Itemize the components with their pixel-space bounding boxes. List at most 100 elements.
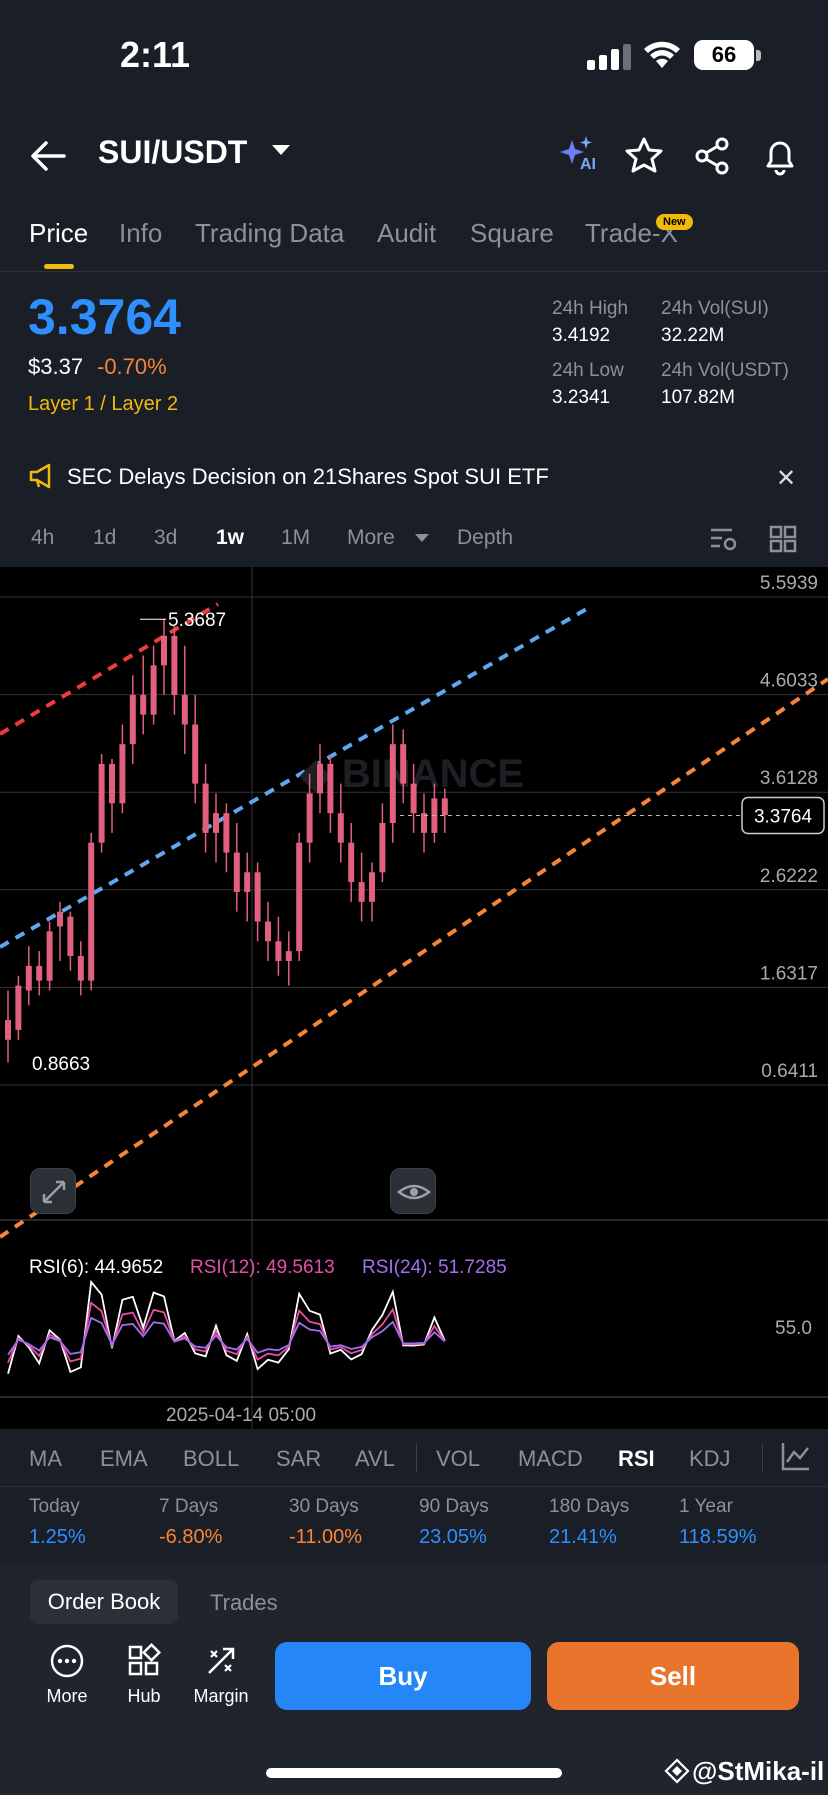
indicator-boll[interactable]: BOLL (183, 1446, 240, 1471)
candle-body (46, 931, 53, 981)
performance-label: 1 Year (679, 1496, 733, 1517)
price-markers: 3.3764 5.3687 0.8663 (32, 610, 825, 1075)
performance-value: -6.80% (159, 1526, 223, 1548)
price-change-percent: -0.70% (97, 354, 167, 379)
megaphone-icon (29, 463, 51, 489)
last-price: 3.3764 (28, 289, 181, 345)
price-tick-label: 0.6411 (761, 1061, 818, 1082)
performance-value: 1.25% (29, 1526, 86, 1548)
performance-label: 180 Days (549, 1496, 630, 1517)
performance-value: 118.59% (679, 1526, 757, 1548)
candle-body (192, 724, 199, 784)
binance-logo-icon (664, 1758, 690, 1784)
indicator-sar[interactable]: SAR (276, 1446, 322, 1471)
candle-body (327, 763, 334, 814)
indicator-macd[interactable]: MACD (518, 1446, 583, 1471)
rsi-line (7, 1301, 446, 1364)
candlestick-chart[interactable]: ◆ BINANCE 5.59394.60333.61282.62221.6317… (0, 567, 828, 1429)
tab-square[interactable]: Square (470, 218, 554, 248)
tab-info[interactable]: Info (119, 218, 163, 248)
share-icon[interactable] (690, 134, 734, 178)
vol-sui-value: 32.22M (661, 325, 725, 346)
price-ticks: 5.5939 4.6033 3.6128 2.6222 1.6317 0.6411 (760, 573, 818, 1082)
visibility-toggle[interactable] (390, 1168, 436, 1214)
indicator-rsi[interactable]: RSI (618, 1446, 655, 1471)
low-marker-label: 0.8663 (32, 1054, 90, 1075)
interval-1d[interactable]: 1d (93, 526, 117, 549)
vol-usdt-label: 24h Vol(USDT) (661, 360, 789, 381)
interval-1w[interactable]: 1w (216, 526, 245, 549)
price-tick-label: 5.5939 (760, 573, 818, 594)
chevron-down-icon[interactable] (270, 143, 292, 157)
more-dropdown-icon[interactable] (414, 533, 430, 543)
tab-trading-data[interactable]: Trading Data (195, 218, 345, 248)
price-tick-label: 1.6317 (760, 963, 818, 984)
vol-usdt-value: 107.82M (661, 387, 735, 408)
interval-1m[interactable]: 1M (281, 526, 311, 549)
trades-tab[interactable]: Trades (210, 1590, 278, 1615)
hub-label[interactable]: Hub (127, 1686, 161, 1706)
indicator-divider (416, 1444, 417, 1472)
bell-icon[interactable] (758, 134, 802, 178)
margin-label[interactable]: Margin (193, 1686, 249, 1706)
grid-layout-icon[interactable] (768, 524, 798, 554)
depth-tab[interactable]: Depth (457, 526, 514, 549)
indicator-vol[interactable]: VOL (436, 1446, 481, 1471)
star-icon[interactable] (622, 134, 666, 178)
candle-body (88, 842, 95, 981)
sell-button[interactable]: Sell (547, 1642, 799, 1710)
tabs-divider (0, 271, 828, 272)
close-news-button[interactable]: ✕ (776, 465, 797, 492)
candle-body (181, 694, 188, 725)
eye-icon (396, 1184, 432, 1200)
ai-sparkle-icon[interactable]: AI (556, 134, 600, 178)
watermark-username: @StMika-il (692, 1756, 825, 1786)
candle-body (213, 813, 219, 833)
candle-body (275, 941, 282, 961)
tab-audit[interactable]: Audit (377, 218, 437, 248)
candle-body (379, 823, 386, 873)
candle-body (254, 872, 261, 922)
battery-indicator: 66 (694, 40, 754, 70)
interval-more[interactable]: More (347, 526, 395, 549)
news-headline[interactable]: SEC Delays Decision on 21Shares Spot SUI… (67, 464, 549, 489)
candle-body (285, 951, 292, 961)
category-tags[interactable]: Layer 1 / Layer 2 (28, 393, 179, 415)
performance-label: Today (29, 1496, 80, 1517)
chart-area[interactable]: ◆ BINANCE 5.5939 4.6033 3.6128 2.6222 1.6317… (0, 567, 828, 1429)
candle-body (348, 842, 355, 883)
active-tab-indicator (44, 264, 74, 269)
indicator-settings-icon[interactable] (780, 1440, 812, 1472)
tab-price[interactable]: Price (29, 218, 89, 248)
more-label[interactable]: More (46, 1686, 88, 1706)
candle-body (337, 813, 344, 843)
high-value: 3.4192 (552, 325, 611, 346)
price-tick-label: 3.6128 (760, 768, 818, 789)
indicator-ma[interactable]: MA (29, 1446, 62, 1471)
candle-body (202, 783, 209, 833)
current-price-label: 3.3764 (754, 806, 813, 827)
candle-body (140, 694, 147, 715)
order-book-tab[interactable]: Order Book (30, 1580, 178, 1624)
chart-settings-icon[interactable] (708, 524, 738, 554)
interval-4h[interactable]: 4h (31, 526, 55, 549)
new-badge: New (656, 214, 693, 230)
buy-button[interactable]: Buy (275, 1642, 531, 1710)
trendline-orange (0, 677, 828, 1239)
candle-body (400, 744, 407, 784)
candle-body (98, 763, 105, 843)
indicator-ema[interactable]: EMA (100, 1446, 148, 1471)
fullscreen-button[interactable] (30, 1168, 76, 1214)
indicator-kdj[interactable]: KDJ (689, 1446, 731, 1471)
back-arrow-icon[interactable] (28, 138, 68, 174)
indicator-avl[interactable]: AVL (355, 1446, 395, 1471)
trendlines (0, 602, 828, 1239)
perf-divider (0, 1486, 828, 1487)
wifi-icon (644, 41, 680, 68)
interval-3d[interactable]: 3d (154, 526, 178, 549)
more-icon[interactable] (49, 1643, 85, 1679)
margin-icon[interactable] (203, 1643, 239, 1679)
hub-icon[interactable] (126, 1643, 162, 1679)
pair-title[interactable]: SUI/USDT (98, 134, 248, 170)
candle-body (410, 783, 417, 814)
